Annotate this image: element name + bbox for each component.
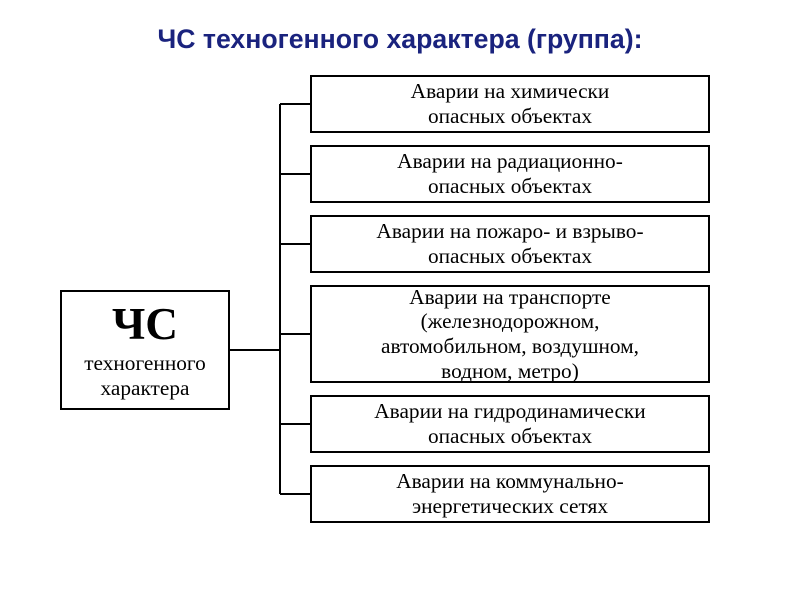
item-node: Аварии на транспорте (железнодорожном, а…: [310, 285, 710, 383]
item-node: Аварии на пожаро- и взрыво- опасных объе…: [310, 215, 710, 273]
item-node: Аварии на коммунально- энергетических се…: [310, 465, 710, 523]
item-node: Аварии на радиационно- опасных объектах: [310, 145, 710, 203]
item-node: Аварии на гидродинамически опасных объек…: [310, 395, 710, 453]
item-node: Аварии на химически опасных объектах: [310, 75, 710, 133]
